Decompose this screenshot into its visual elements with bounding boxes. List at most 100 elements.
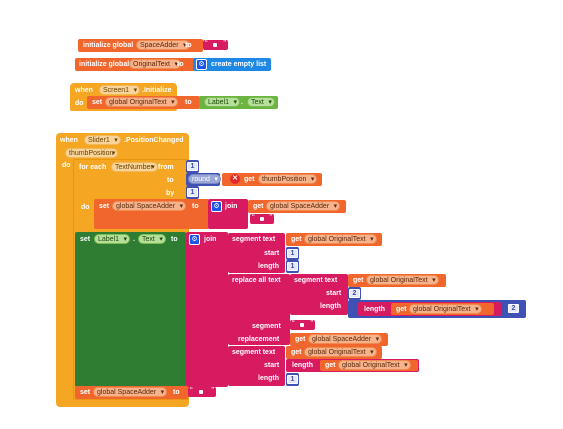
set-original-text-block[interactable]: set global OriginalText to [87,96,200,109]
number-value[interactable]: 2 [508,304,519,313]
gear-icon[interactable]: ⚙ [211,201,222,212]
math-op-dropdown[interactable]: round [188,174,221,184]
number-value[interactable]: 1 [287,262,298,271]
init-label: initialize global [79,61,130,68]
number-value[interactable]: 1 [187,162,198,171]
to-label: to [185,42,192,49]
replace-all-label: replace all text [232,277,281,284]
var-name-field[interactable]: SpaceAdder [136,40,190,50]
loop-var-field[interactable]: TextNumber [111,162,158,172]
get-var-dropdown[interactable]: thumbPosition [258,174,318,184]
segment-block-1[interactable]: segment text start length [228,233,285,273]
empty-string-block[interactable] [250,213,274,224]
target-var-dropdown[interactable]: global SpaceAdder [93,387,168,397]
param-chip[interactable]: thumbPosition [65,148,119,158]
start-number-block[interactable]: 1 [286,247,299,260]
start-number-block[interactable]: 2 [348,287,361,300]
gear-icon[interactable]: ⚙ [196,59,207,70]
do-label: do [75,100,84,107]
get-var-dropdown[interactable]: global SpaceAdder [266,201,341,211]
get-original-text-block[interactable]: get global OriginalText [286,346,382,359]
length-fn-label: length [292,362,313,369]
when-label: when [75,87,93,94]
get-var-dropdown[interactable]: global OriginalText [304,234,377,244]
component-dropdown[interactable]: Screen1 [99,85,141,95]
to-label: to [192,203,199,210]
event-name: .PositionChanged [124,137,184,144]
length-number-block[interactable]: 1 [286,373,299,386]
set-space-adder-final-block[interactable]: set global SpaceAdder to [75,386,188,399]
replacement-label: replacement [238,336,280,343]
empty-string-block[interactable] [203,39,228,50]
set-label: set [92,99,103,106]
replace-all-block[interactable]: replace all text segment replacement [228,274,290,345]
empty-string-block[interactable] [188,386,216,397]
join-label: join [204,236,217,243]
do-label: do [62,162,71,169]
create-empty-list-label: create empty list [211,61,267,68]
for-each-label: for each [79,164,107,171]
get-label: get [325,362,336,369]
when-label: when [60,137,78,144]
get-original-text-block[interactable]: get global OriginalText [320,360,418,371]
length-number-block[interactable]: 1 [286,260,299,273]
to-label: to [177,61,184,68]
property-dropdown[interactable]: Text [247,97,275,107]
segment-block-2[interactable]: segment text start length [290,274,348,315]
component-dropdown[interactable]: Label1 [204,97,241,107]
get-original-text-block[interactable]: get global OriginalText [348,274,446,287]
get-original-text-block[interactable]: get global OriginalText [286,233,382,246]
get-label: get [244,176,255,183]
join-block[interactable]: ⚙ join [208,199,248,229]
length-label: length [258,263,279,270]
init-space-adder-block[interactable]: initialize global SpaceAdder to [78,39,203,52]
get-var-dropdown[interactable]: global OriginalText [366,275,439,285]
empty-string-block[interactable] [290,319,315,330]
create-empty-list-block[interactable]: ⚙ create empty list [193,58,271,71]
get-space-adder-block[interactable]: get global SpaceAdder [290,333,388,346]
length-label: length [320,303,341,310]
number-value[interactable]: 1 [187,188,198,197]
start-label: start [264,250,280,257]
dot-separator: . [241,99,243,106]
get-original-text-block[interactable]: get global OriginalText [391,303,494,315]
target-var-dropdown[interactable]: global OriginalText [105,97,178,107]
do-label: do [81,204,90,211]
from-number-block[interactable]: 1 [186,160,199,173]
get-var-dropdown[interactable]: global OriginalText [338,360,411,370]
error-icon[interactable]: ✕ [230,174,240,184]
var-name-field[interactable]: OriginalText [129,59,181,69]
number-value[interactable]: 2 [349,289,360,298]
segment-label: segment [252,323,281,330]
number-value[interactable]: 1 [287,375,298,384]
dot-separator: . [133,236,135,243]
by-number-block[interactable]: 1 [186,186,199,199]
join-label: join [225,203,238,210]
init-original-text-block[interactable]: initialize global OriginalText to [75,58,195,71]
get-var-dropdown[interactable]: global OriginalText [409,304,482,314]
get-label: get [291,236,302,243]
segment-text-label: segment text [232,349,276,356]
length-fn-label: length [364,306,385,313]
segment-block-3[interactable]: segment text start length [228,346,285,386]
target-var-dropdown[interactable]: global SpaceAdder [112,201,187,211]
to-label: to [185,99,192,106]
to-label: to [167,177,174,184]
property-dropdown[interactable]: Text [138,234,166,244]
round-block[interactable]: round [186,173,221,186]
get-label: get [253,203,264,210]
set-space-adder-block[interactable]: set global SpaceAdder to [94,199,209,229]
number-value[interactable]: 1 [287,249,298,258]
start-label: start [326,290,342,297]
set-label-text-block[interactable]: set Label1 . Text to [75,232,186,387]
get-thumb-position-block[interactable]: ✕ get thumbPosition [222,173,322,186]
join-block[interactable]: ⚙ join [186,232,228,387]
get-var-dropdown[interactable]: global OriginalText [304,347,377,357]
component-dropdown[interactable]: Label1 [94,234,131,244]
gear-icon[interactable]: ⚙ [189,234,200,245]
to-label: to [171,236,178,243]
get-var-dropdown[interactable]: global SpaceAdder [308,334,383,344]
get-space-adder-block[interactable]: get global SpaceAdder [248,200,346,213]
label-text-getter[interactable]: Label1 . Text [199,96,278,109]
component-dropdown[interactable]: Slider1 [84,135,121,145]
